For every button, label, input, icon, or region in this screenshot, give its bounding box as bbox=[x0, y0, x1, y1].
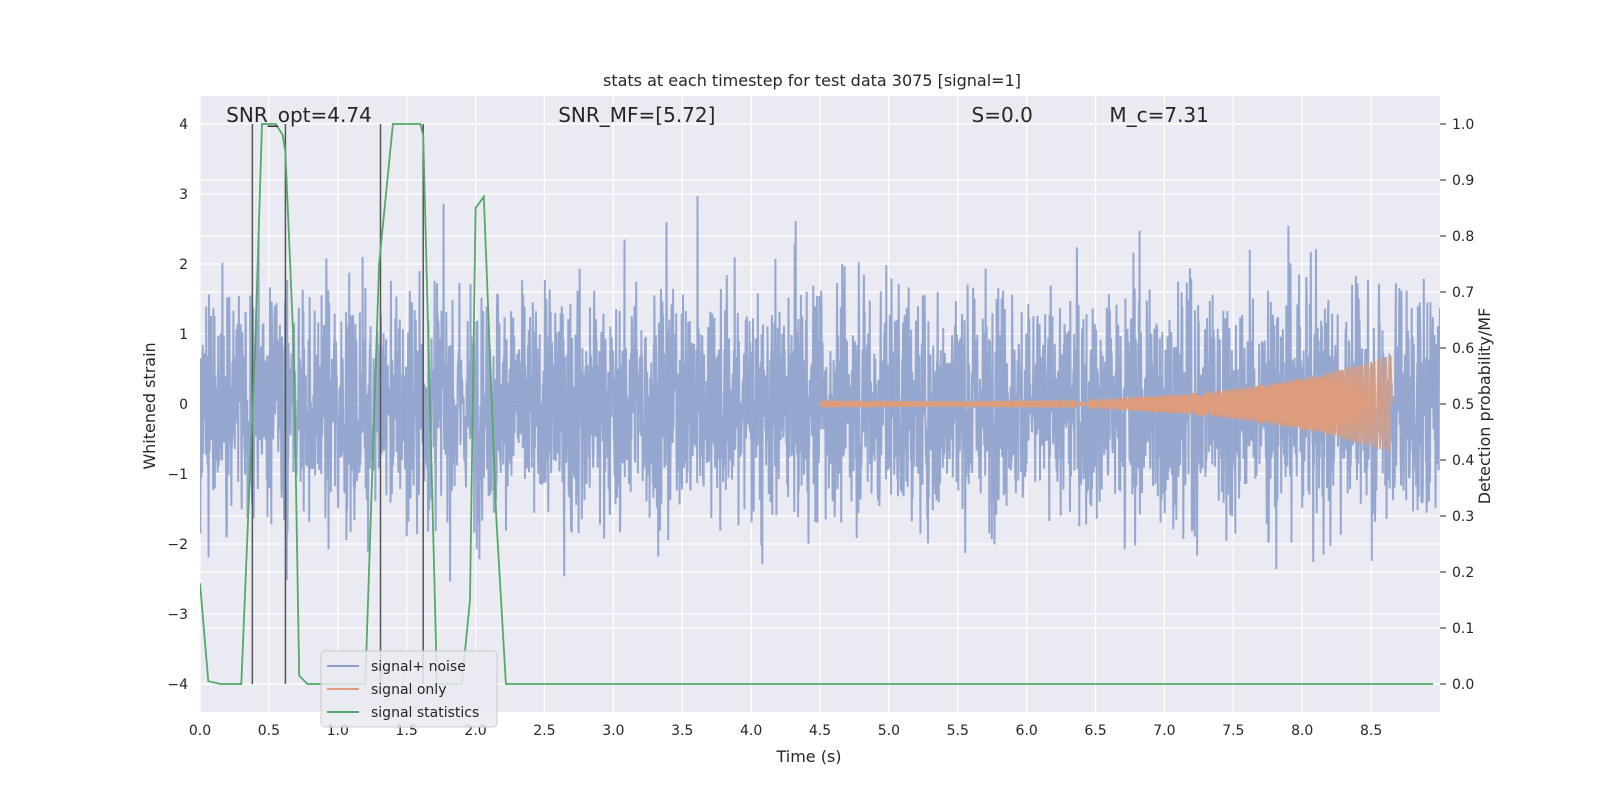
x-tick-label: 0.0 bbox=[189, 723, 211, 739]
x-tick-label: 8.5 bbox=[1360, 723, 1382, 739]
y-right-tick-label: 0.0 bbox=[1452, 677, 1474, 693]
annotations: SNR_opt=4.74 SNR_MF=[5.72] S=0.0 M_c=7.31 bbox=[226, 103, 1209, 127]
series-signal-noise bbox=[200, 196, 1440, 582]
x-tick-label: 3.5 bbox=[671, 723, 693, 739]
y-right-tick-label: 0.8 bbox=[1452, 229, 1474, 245]
y-right-tick-label: 0.9 bbox=[1452, 173, 1474, 189]
x-tick-label: 2.5 bbox=[533, 723, 555, 739]
x-tick-label: 7.5 bbox=[1222, 723, 1244, 739]
y-left-tick-label: −3 bbox=[167, 607, 188, 623]
y-axis-right-title: Detection probability/MF bbox=[1475, 308, 1494, 505]
legend-box bbox=[320, 650, 498, 728]
x-tick-label: 4.5 bbox=[809, 723, 831, 739]
y-left-tick-label: −1 bbox=[167, 467, 188, 483]
x-tick-label: 5.0 bbox=[878, 723, 900, 739]
x-tick-label: 3.0 bbox=[602, 723, 624, 739]
x-axis-title: Time (s) bbox=[775, 747, 841, 766]
y-right-tick-label: 1.0 bbox=[1452, 117, 1474, 133]
y-left-tick-label: 2 bbox=[179, 257, 188, 273]
y-left-tick-label: 3 bbox=[179, 187, 188, 203]
y-right-tick-label: 0.4 bbox=[1452, 453, 1474, 469]
legend-label: signal+ noise bbox=[371, 659, 466, 675]
annotation-text: M_c=7.31 bbox=[1109, 103, 1209, 127]
x-tick-label: 6.0 bbox=[1016, 723, 1038, 739]
y-axis-right: 0.0 0.1 0.2 0.3 0.4 0.5 0.6 0.7 0.8 0.9 1.0 bbox=[1440, 117, 1474, 693]
x-tick-label: 6.5 bbox=[1084, 723, 1106, 739]
annotation-text: SNR_opt=4.74 bbox=[226, 103, 372, 127]
y-left-tick-label: −2 bbox=[167, 537, 188, 553]
x-tick-label: 5.5 bbox=[947, 723, 969, 739]
y-left-tick-label: 0 bbox=[179, 397, 188, 413]
y-left-tick-label: 4 bbox=[179, 117, 188, 133]
x-tick-label: 0.5 bbox=[258, 723, 280, 739]
x-axis: 0.0 0.5 1.0 1.5 2.0 2.5 3.0 3.5 4.0 4.5 5.0 5.5 6.0 6… bbox=[189, 723, 1382, 739]
x-tick-label: 4.0 bbox=[740, 723, 762, 739]
series-signal-only bbox=[819, 355, 1393, 452]
x-tick-label: 7.0 bbox=[1153, 723, 1175, 739]
annotation-text: SNR_MF=[5.72] bbox=[558, 103, 715, 127]
chart-title: stats at each timestep for test data 307… bbox=[603, 71, 1021, 90]
x-tick-label: 8.0 bbox=[1291, 723, 1313, 739]
legend: signal+ noise signal only signal statistic… bbox=[320, 650, 498, 728]
y-right-tick-label: 0.1 bbox=[1452, 621, 1474, 637]
y-right-tick-label: 0.5 bbox=[1452, 397, 1474, 413]
y-right-tick-label: 0.3 bbox=[1452, 509, 1474, 525]
y-right-tick-label: 0.2 bbox=[1452, 565, 1474, 581]
y-axis-left: −4 −3 −2 −1 0 1 2 3 4 bbox=[167, 117, 188, 693]
y-right-tick-label: 0.7 bbox=[1452, 285, 1474, 301]
annotation-text: S=0.0 bbox=[972, 103, 1033, 127]
legend-label: signal statistics bbox=[371, 705, 479, 721]
y-right-tick-label: 0.6 bbox=[1452, 341, 1474, 357]
y-axis-left-title: Whitened strain bbox=[140, 342, 159, 469]
y-left-tick-label: −4 bbox=[167, 677, 188, 693]
y-left-tick-label: 1 bbox=[179, 327, 188, 343]
legend-label: signal only bbox=[371, 682, 446, 698]
